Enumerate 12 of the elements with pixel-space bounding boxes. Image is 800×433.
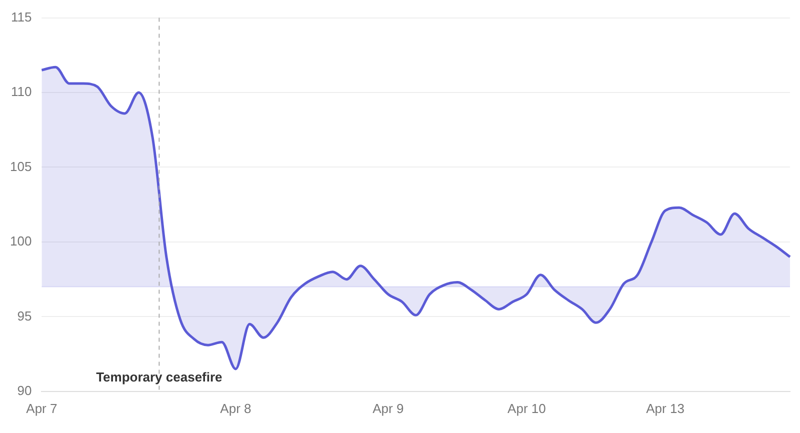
y-tick-label: 100 [10, 234, 32, 249]
x-tick-label: Apr 13 [646, 400, 684, 416]
x-tick-label: Apr 9 [372, 400, 404, 416]
y-tick-label: 90 [17, 382, 32, 398]
y-tick-label: 105 [10, 158, 32, 174]
x-tick-label: Apr 8 [220, 400, 252, 416]
annotation: Temporary ceasefire [96, 369, 222, 384]
y-tick-label: 95 [17, 308, 32, 324]
x-tick-label: Apr 10 [508, 400, 546, 416]
y-tick-label: 110 [10, 84, 32, 100]
x-tick-label: Apr 7 [26, 400, 58, 416]
y-tick-label: 115 [10, 9, 32, 24]
